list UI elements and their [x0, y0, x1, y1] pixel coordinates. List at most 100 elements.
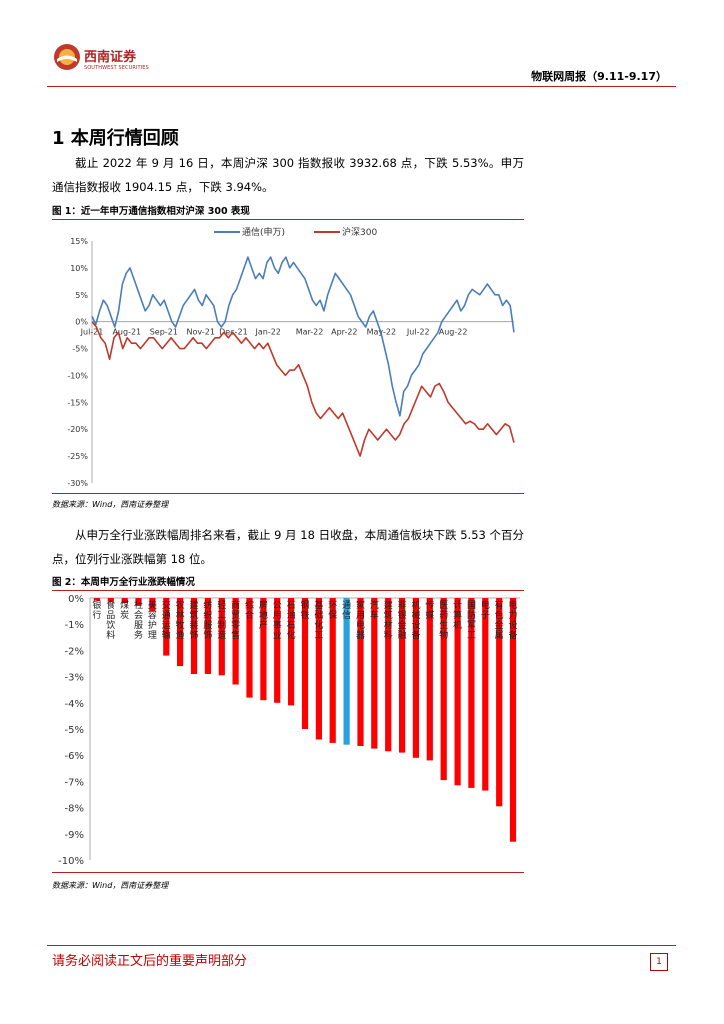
category-label: 汽车: [370, 599, 379, 621]
category-label: 医药生物: [439, 600, 448, 641]
category-label: 美容护理: [148, 599, 157, 641]
y-tick-label: -20%: [67, 425, 88, 434]
y-tick-label: -15%: [67, 398, 88, 407]
bar-29: [496, 598, 503, 807]
category-label: 计算机: [453, 599, 462, 631]
figure-1-source: 数据来源：Wind，西南证券整理: [52, 500, 169, 509]
y-tick-label: -5%: [72, 345, 88, 354]
series-line-comm: [91, 256, 515, 417]
x-tick-label: Aug-21: [112, 328, 141, 337]
footer-divider: [47, 945, 676, 946]
bar-5: [163, 598, 170, 656]
category-label: 建筑装饰: [190, 599, 199, 641]
y-tick-label: -9%: [65, 830, 84, 841]
y-tick-label: 0%: [68, 594, 84, 605]
figure-1-top-rule: [52, 219, 524, 220]
bar-24: [426, 598, 433, 761]
bar-12: [260, 598, 267, 701]
y-tick-label: 15%: [70, 237, 88, 246]
x-tick-label: Nov-21: [187, 328, 215, 337]
category-label: 农林牧渔: [176, 599, 185, 641]
y-tick-label: -7%: [65, 777, 84, 788]
bar-9: [218, 598, 225, 676]
bar-21: [385, 598, 392, 752]
bar-4: [149, 598, 156, 612]
bar-0: [93, 598, 100, 601]
bar-25: [440, 598, 447, 781]
figure-2-source: 数据来源：Wind，西南证券整理: [52, 881, 169, 890]
legend-label: 通信(申万): [242, 226, 285, 238]
bar-20: [371, 598, 378, 749]
y-tick-label: -3%: [65, 673, 84, 684]
bar-28: [482, 598, 489, 791]
category-label: 银行: [92, 599, 101, 621]
legend-label: 沪深300: [342, 226, 377, 238]
category-label: 环保: [328, 600, 337, 621]
section-title: 1 本周行情回顾: [52, 128, 179, 149]
category-label: 基础化工: [314, 599, 323, 641]
bar-11: [246, 598, 253, 698]
category-label: 石油石化: [287, 601, 296, 641]
y-tick-label: -4%: [65, 699, 84, 710]
figure-1-title: 图 1：近一年申万通信指数相对沪深 300 表现: [52, 206, 250, 217]
bar-8: [204, 598, 211, 674]
bar-14: [288, 598, 295, 706]
category-label: 公用事业: [273, 600, 282, 641]
x-tick-label: Aug-22: [439, 328, 468, 337]
x-tick-label: Jul-21: [80, 328, 104, 337]
bar-3: [135, 598, 142, 606]
category-label: 家用电器: [356, 599, 365, 641]
bar-18: [343, 598, 350, 745]
category-label: 食品饮料: [106, 599, 115, 641]
line-chart-relative-performance: 15% 10% 5% 0% -5% -10% -15% -20% -25% -30% Jul-21 A…: [67, 226, 515, 488]
report-title: 物联网周报（9.11-9.17）: [531, 70, 667, 83]
x-tick-label: Apr-22: [331, 328, 357, 337]
x-tick-label: Jul-22: [406, 328, 430, 337]
category-label: 传媒: [425, 599, 434, 621]
paragraph-industry-ranking: 从申万全行业涨跌幅周排名来看，截止 9 月 18 日收盘，本周通信板块下跌 5.…: [52, 528, 524, 566]
category-label: 综合: [245, 599, 254, 621]
bar-23: [412, 598, 419, 758]
category-label: 交通运输: [162, 599, 171, 641]
y-tick-label: -6%: [65, 751, 84, 762]
category-label: 社会服务: [134, 599, 143, 641]
y-tick-label: -10%: [58, 856, 84, 867]
y-tick-label: -25%: [67, 452, 88, 461]
page-number: 1: [650, 953, 668, 971]
bar-22: [399, 598, 406, 753]
bar-chart-industry-returns: 0% -1% -2% -3% -4% -5% -6% -7% -8% -9% -10% 银行食品饮料煤…: [58, 594, 520, 867]
category-label: 有色金属: [495, 599, 504, 641]
footer-disclaimer: 请务必阅读正文后的重要声明部分: [52, 954, 248, 969]
category-label: 国防军工: [467, 600, 476, 641]
bar-2: [121, 598, 128, 604]
category-label: 电子: [481, 599, 490, 621]
y-tick-label: -30%: [67, 479, 88, 488]
brand-logo: 西南证券 SOUTHWEST SECURITIES: [52, 42, 162, 76]
y-tick-label: -1%: [65, 620, 84, 631]
y-tick-label: 0%: [75, 318, 88, 327]
bar-30: [509, 598, 517, 842]
logo-name-en: SOUTHWEST SECURITIES: [84, 65, 149, 71]
bar-26: [454, 598, 461, 786]
logo-name-cn: 西南证券: [84, 50, 137, 65]
figure-2-title: 图 2：本周申万全行业涨跌幅情况: [52, 577, 195, 588]
bar-19: [357, 598, 364, 746]
category-label: 建筑材料: [384, 599, 393, 641]
series-line-hs300: [91, 321, 515, 457]
category-label: 机械设备: [411, 599, 420, 641]
y-tick-label: -10%: [67, 371, 88, 380]
figure-2-bottom-rule: [52, 872, 524, 873]
bar-16: [315, 598, 322, 740]
y-tick-label: -5%: [65, 725, 84, 736]
bar-10: [232, 598, 239, 685]
y-tick-label: -2%: [65, 646, 84, 657]
bar-7: [190, 598, 198, 674]
category-label: 非银金融: [398, 599, 407, 641]
category-label: 煤炭: [120, 599, 129, 621]
category-label: 纺织服饰: [203, 599, 212, 641]
bar-13: [274, 598, 281, 703]
figure-2-top-rule: [52, 590, 524, 591]
bar-1: [107, 598, 114, 602]
paragraph-market-summary: 截止 2022 年 9 月 16 日，本周沪深 300 指数报收 3932.68…: [52, 156, 524, 194]
bar-27: [468, 598, 475, 788]
